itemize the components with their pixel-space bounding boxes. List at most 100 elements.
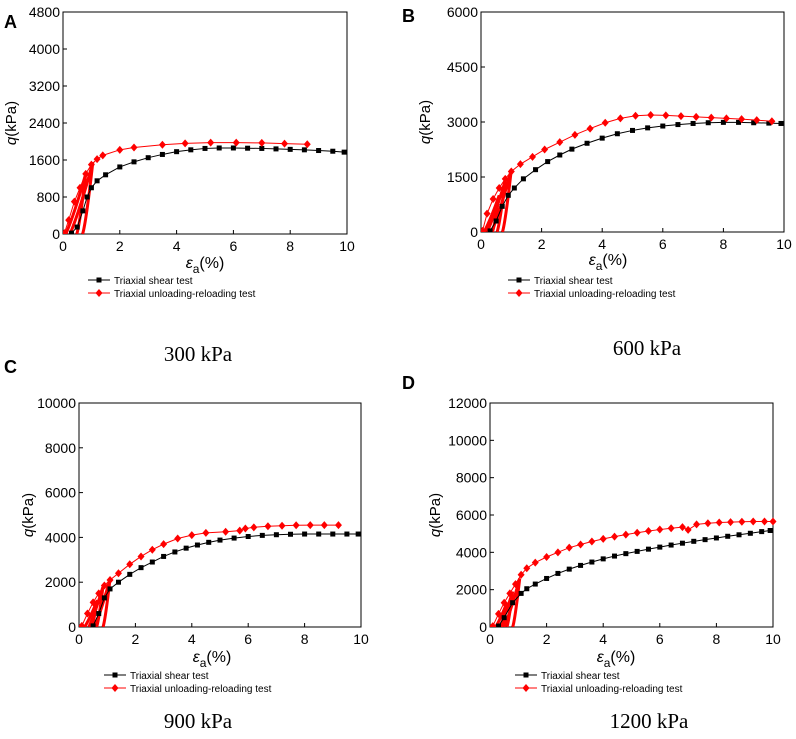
data-point-square [273,146,279,152]
data-point-diamond [738,517,746,526]
y-tick-label: 10000 [448,432,487,448]
data-point-square [90,623,96,627]
data-point-square [183,545,189,551]
series-line-0 [92,533,359,627]
data-point-square [533,167,539,173]
legend-marker-square [112,672,118,678]
data-point-diamond [704,519,712,528]
data-point-diamond [632,111,640,120]
x-tick-label: 8 [713,631,721,647]
y-tick-label: 0 [52,226,60,242]
panel-caption: 900 kPa [164,709,233,733]
data-point-diamond [517,570,525,579]
y-tick-label: 3200 [29,78,60,94]
data-point-diamond [684,525,692,534]
data-point-square [231,535,237,541]
x-tick-label: 8 [301,631,309,647]
y-tick-label: 6000 [447,4,478,20]
data-point-diamond [656,525,664,534]
x-axis-label: εa(%) [597,649,636,670]
data-point-diamond [489,195,497,203]
data-point-diamond [541,145,549,154]
data-point-square [131,159,137,165]
y-tick-label: 4500 [447,59,478,75]
data-point-diamond [529,152,537,161]
y-axis-unit: (kPa) [417,100,434,136]
data-point-diamond [174,534,182,543]
x-tick-label: 0 [486,631,494,647]
data-point-square [216,145,222,151]
data-point-diamond [490,622,497,627]
data-point-diamond [511,580,519,589]
data-point-diamond [722,114,730,123]
y-tick-label: 0 [68,619,76,635]
plot-area [490,517,777,627]
data-point-diamond [264,522,272,531]
legend-label: Triaxial unloading-reloading test [114,289,256,300]
data-point-diamond [148,545,156,554]
data-point-diamond [692,112,700,121]
x-tick-label: 10 [353,631,369,647]
data-point-diamond [99,151,107,160]
data-point-square [657,544,663,550]
legend-label: Triaxial shear test [130,671,209,682]
panel-letter: A [4,12,17,32]
data-point-square [487,228,493,232]
y-tick-label: 8000 [45,440,76,456]
data-point-square [675,122,681,128]
legend: Triaxial shear test Triaxial unloading-re… [88,276,256,300]
data-point-square [725,533,731,539]
data-point-square [217,537,223,543]
series-line-0 [71,147,345,234]
series-line-1 [482,114,772,232]
data-point-square [259,145,265,151]
data-point-diamond [599,534,607,543]
data-point-square [495,623,501,627]
y-tick-label: 0 [479,619,487,635]
data-point-square [691,538,697,544]
data-point-square [690,120,696,126]
y-axis-unit: (kPa) [427,493,444,529]
plot-area [63,138,347,234]
y-tick-label: 800 [37,189,61,205]
data-point-diamond [241,524,249,533]
x-tick-label: 2 [132,631,140,647]
x-axis-unit: (%) [610,649,635,666]
data-point-square [69,230,75,234]
plot-frame [489,402,774,628]
data-point-diamond [137,552,145,561]
plot-frame [78,402,362,628]
y-axis-label: q(kPa) [20,493,37,537]
data-point-diamond [501,174,509,183]
data-point-diamond [65,216,73,225]
data-point-square [759,529,765,535]
data-point-diamond [232,138,240,147]
data-point-diamond [116,145,124,154]
data-point-square [578,562,584,568]
x-tick-label: 0 [477,236,485,252]
y-axis-label: q(kPa) [427,493,444,537]
data-point-diamond [83,609,91,618]
data-point-square [259,532,265,538]
data-point-square [614,131,620,137]
data-point-square [206,539,212,545]
x-tick-label: 0 [75,631,83,647]
data-point-diamond [82,169,90,178]
legend-marker-square [523,672,529,678]
y-tick-label: 2000 [456,582,487,598]
data-point-square [702,537,708,543]
y-tick-label: 6000 [456,507,487,523]
data-point-diamond [633,528,641,537]
data-point-diamond [677,112,685,121]
data-point-diamond [586,124,594,133]
data-point-square [202,145,208,151]
data-point-square [518,590,524,596]
x-axis-unit: (%) [602,252,627,269]
data-point-diamond [500,598,508,607]
x-tick-label: 0 [59,238,67,254]
panel-letter: C [4,357,17,377]
y-tick-label: 4800 [29,4,60,20]
data-point-square [510,600,516,606]
data-point-diamond [222,527,230,536]
x-tick-label: 2 [116,238,124,254]
